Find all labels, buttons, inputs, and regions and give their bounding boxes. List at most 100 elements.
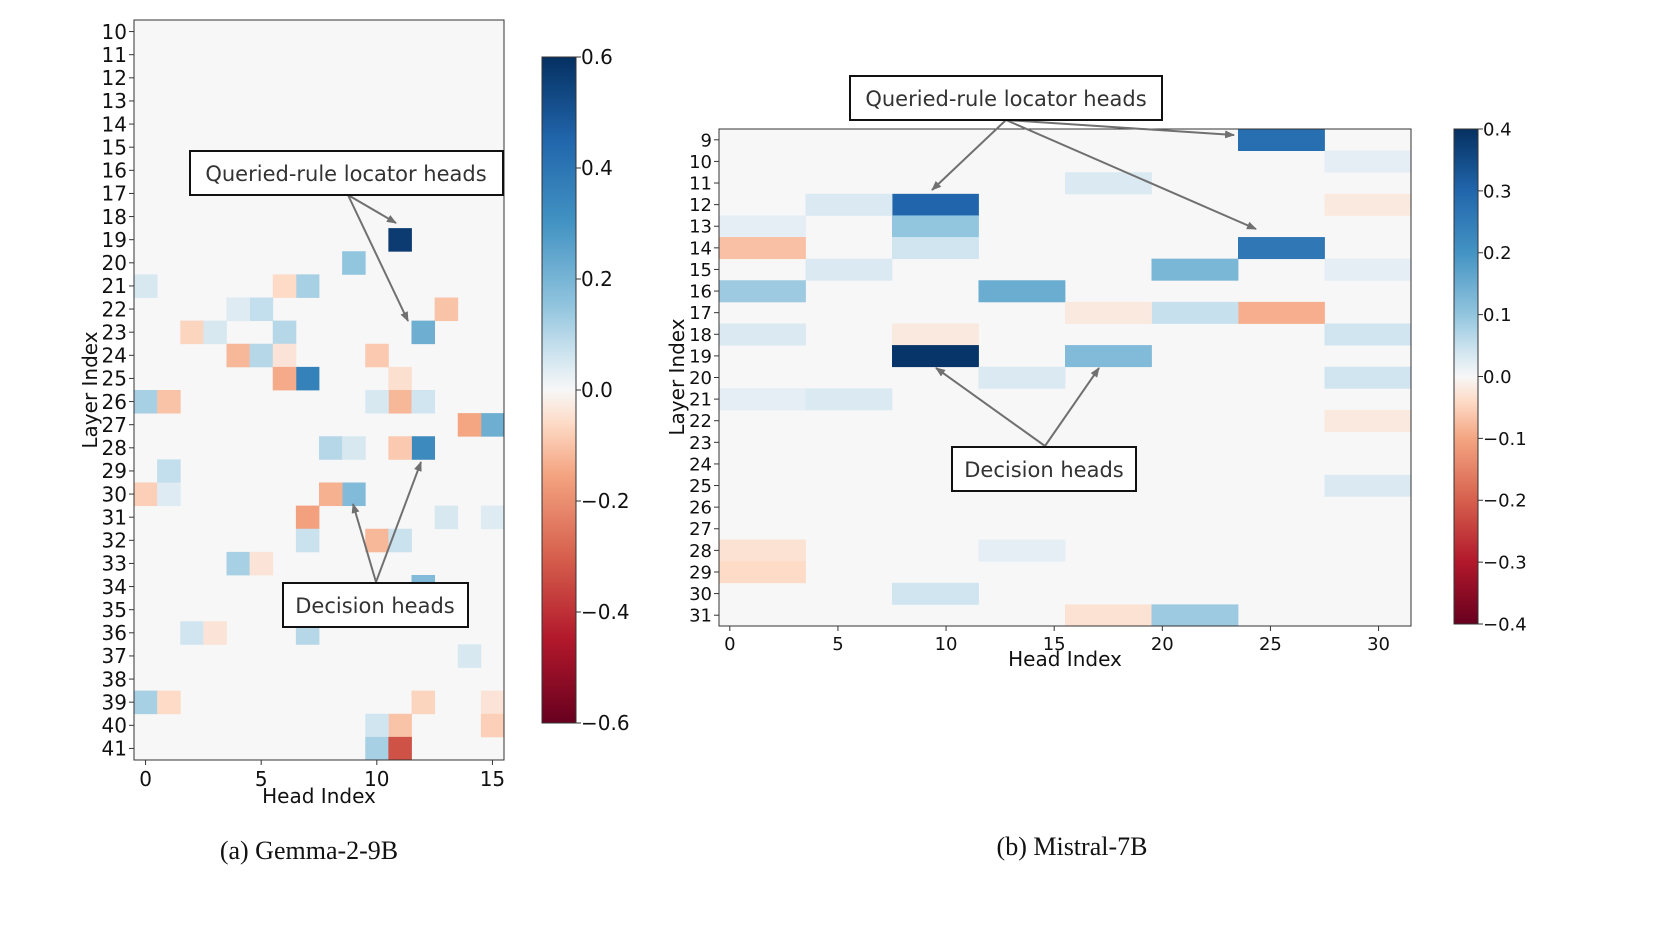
heatmap-cell [319,736,343,761]
heatmap-cell [805,215,828,238]
heatmap-cell [978,150,1001,173]
heatmap-cell [180,644,204,668]
heatmap-cell [935,496,958,519]
heatmap-cell [870,150,893,173]
heatmap-cell [1173,388,1196,411]
heatmap-cell [978,323,1001,346]
heatmap-cell [1216,345,1239,368]
heatmap-cell-active [203,320,227,345]
y-tick-label: 18 [689,325,712,346]
heatmap-cell-active [978,366,1066,389]
gemma-y-axis-label: Layer Index [78,331,102,448]
heatmap-cell [1389,453,1412,476]
heatmap-cell [319,205,343,229]
heatmap-cell [1238,582,1261,605]
mistral-locator-arrow-3 [1005,119,1257,230]
y-tick-label: 19 [689,346,712,367]
heatmap-cell [1259,215,1282,238]
heatmap-cell [434,413,459,437]
heatmap-cell [892,431,915,454]
heatmap-cell [249,251,274,275]
heatmap-cell [249,621,274,645]
heatmap-cell-active [365,528,389,553]
heatmap-cell [226,528,251,553]
heatmap-cell [434,690,459,715]
heatmap-cell [1324,301,1347,324]
heatmap-cell [365,667,389,692]
heatmap-cell [203,575,227,599]
heatmap-cell [342,736,366,761]
heatmap-cell [827,366,850,389]
heatmap-cell [1238,517,1261,541]
heatmap-cell-active [1065,172,1152,195]
heatmap-cell [978,345,1001,368]
heatmap-cell [1021,215,1044,238]
heatmap-cell-active [134,390,158,414]
heatmap-cell [740,172,763,195]
heatmap-cell [1151,582,1174,605]
heatmap-cell [272,528,297,553]
heatmap-cell [1000,193,1023,216]
heatmap-cell [457,690,482,715]
heatmap-cell [978,258,1001,281]
heatmap-cell [1324,388,1347,411]
heatmap-cell [892,172,915,195]
heatmap-cell [319,43,343,67]
heatmap-cell [180,390,204,414]
mistral-colorbar-ticks: 0.4 0.3 0.2 0.1 0.0 −0.1 −0.2 −0.3 −0.4 [1478,119,1527,635]
heatmap-cell [157,598,181,622]
heatmap-cell [1259,193,1282,216]
heatmap-cell [1302,323,1325,346]
y-tick-label: 40 [102,714,127,738]
heatmap-cell [365,320,389,345]
heatmap-cell-active [719,237,806,260]
heatmap-cell [1367,215,1390,238]
heatmap-cell [295,112,320,137]
heatmap-cell [870,301,893,324]
heatmap-cell [1238,280,1261,303]
heatmap-cell [249,320,274,345]
heatmap-cell [1216,323,1239,346]
heatmap-cell [1281,258,1304,281]
heatmap-cell-active [411,320,436,345]
heatmap-cell [1302,280,1325,303]
heatmap-cell [1173,129,1196,152]
heatmap-cell [892,517,915,541]
heatmap-cell [365,66,389,90]
heatmap-cell [319,274,343,298]
heatmap-cell [203,736,227,761]
heatmap-cell-active [411,690,436,715]
heatmap-cell [480,390,505,414]
heatmap-cell [740,193,763,216]
heatmap-cell [805,604,828,627]
heatmap-cell [226,713,251,738]
heatmap-cell [1346,388,1369,411]
heatmap-cell [203,528,227,553]
heatmap-cell [134,66,158,90]
heatmap-cell [1021,172,1044,195]
heatmap-cell [203,459,227,483]
heatmap-cell [157,713,181,738]
heatmap-cell [203,20,227,44]
heatmap-cell [1151,431,1174,454]
heatmap-cell [978,561,1001,584]
heatmap-cell [434,251,459,275]
heatmap-cell [1129,561,1152,584]
heatmap-cell [434,482,459,507]
heatmap-cell [1367,561,1390,584]
heatmap-cell [1065,517,1088,541]
heatmap-cell [805,237,828,260]
heatmap-cell [848,561,871,584]
heatmap-cell [388,112,412,137]
heatmap-cell [1108,366,1131,389]
heatmap-cell-active [457,644,482,668]
heatmap-cell [480,43,505,67]
gemma-decision-arrow-2 [375,461,422,583]
heatmap-cell [272,505,297,530]
heatmap-cell [1346,517,1369,541]
heatmap-cell [249,459,274,483]
heatmap-cell [272,228,297,252]
heatmap-cell [1216,409,1239,433]
heatmap-cell [827,431,850,454]
heatmap-cell [978,215,1001,238]
